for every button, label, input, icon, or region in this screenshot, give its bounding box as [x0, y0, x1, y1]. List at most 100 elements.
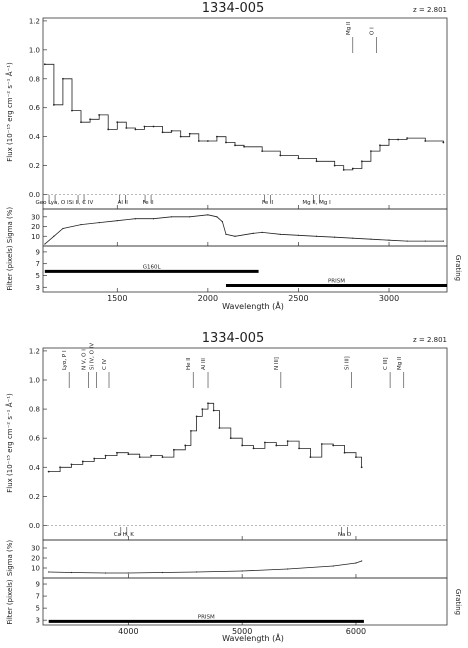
figure-top-filter-ylabel: Filter (pixels) — [6, 245, 14, 291]
chart1-upper-line-label: Lyα, P I — [62, 350, 68, 370]
figure-bottom-filter-ylabel: Filter (pixels) — [6, 579, 14, 625]
chart1-flux-y-tick-label: 1.0 — [29, 377, 40, 385]
chart0-flux-y-tick-label: 0.8 — [29, 75, 40, 83]
chart0-filter-y-tick-label: 5 — [36, 272, 40, 280]
figure-bottom-grating-label: Grating — [454, 589, 462, 615]
chart1-filter-frame — [42, 577, 448, 626]
figure-top-grating-label: Grating — [454, 255, 462, 281]
chart0-sigma-y-tick-label: 10 — [31, 233, 40, 241]
figure-bottom-title: 1334-005 — [202, 331, 265, 346]
chart1-sigma-y-tick-label: 30 — [31, 545, 40, 553]
chart1-upper-line-label: Si III] — [344, 356, 350, 370]
figure-top-title: 1334-005 — [202, 1, 265, 16]
chart1-flux-y-tick-label: 0.8 — [29, 406, 40, 414]
chart0-lower-line-marker — [119, 195, 127, 203]
chart0-sigma-point — [98, 222, 100, 224]
chart0-flux-series — [44, 63, 444, 171]
chart0-lower-line-marker — [313, 195, 320, 203]
chart1-upper-line-label: He II — [186, 357, 192, 370]
chart0-upper-line-label: Mg II — [346, 21, 352, 35]
chart0-flux-frame — [42, 17, 448, 210]
figure-bottom: 1334-005 z = 2.801 Flux (10⁻¹⁵ erg cm⁻² … — [5, 331, 462, 643]
figure-top-redshift: z = 2.801 — [413, 6, 447, 14]
chart0-upper-line-label: O I — [369, 27, 375, 35]
chart1-sigma-point — [287, 568, 289, 570]
chart1-filter-bar-label: PRISM — [198, 614, 215, 620]
chart1-upper-line-label: C III] — [383, 357, 389, 370]
chart1-sigma-point — [332, 565, 334, 567]
chart0-lower-line-marker — [264, 195, 271, 203]
chart1-sigma-y-tick-label: 10 — [31, 565, 40, 573]
chart1-filter-y-tick-label: 5 — [36, 605, 40, 613]
chart1-sigma-point — [355, 562, 357, 564]
chart1-sigma-point — [70, 571, 73, 574]
chart0-sigma-point — [261, 231, 263, 233]
chart0-sigma-point — [442, 240, 444, 242]
chart0-sigma-point — [297, 234, 300, 236]
chart1-sigma-point — [127, 572, 129, 574]
chart1-flux-y-tick-label: 0.0 — [29, 522, 40, 530]
chart0-lower-line-label: Fe II — [262, 200, 274, 206]
chart1-sigma-point — [241, 570, 243, 572]
chart0-sigma-point — [315, 235, 318, 237]
figure-top-sigma-ylabel: Sigma (%) — [6, 207, 14, 244]
chart0-sigma-point — [279, 233, 281, 235]
chart1-filter-y-tick-label: 9 — [36, 581, 40, 589]
chart0-sigma-point — [189, 216, 191, 218]
chart0-filter-y-tick-label: 7 — [36, 260, 40, 268]
chart1-sigma-point — [104, 572, 107, 574]
chart1-sigma-point — [161, 571, 164, 574]
chart0-lower-line-label: Al II — [118, 200, 129, 206]
chart1-flux-y-tick-label: 1.2 — [29, 347, 40, 355]
chart0-lower-line-marker — [48, 195, 56, 203]
figure-top-xlabel: Wavelength (Å) — [222, 300, 284, 311]
chart0-x-tick-label: 2500 — [288, 294, 308, 303]
chart0-filter-y-tick-label: 9 — [36, 248, 40, 256]
chart1-lower-line-label: Ca H, K — [114, 532, 135, 538]
chart0-lower-line-label: Geo Lya, O I — [35, 200, 69, 206]
chart0-sigma-point — [334, 236, 336, 238]
chart0-lower-line-label: Si II, C IV — [69, 200, 94, 206]
chart0-sigma-point — [152, 218, 155, 220]
chart0-sigma-point — [80, 223, 82, 226]
chart1-upper-line-label: Mg II — [397, 356, 403, 370]
chart0-sigma-point — [221, 221, 223, 223]
chart1-upper-line-label: C IV — [102, 359, 108, 370]
chart0-sigma-point — [352, 237, 354, 239]
chart0-x-tick-label: 1500 — [107, 294, 127, 303]
chart0-x-tick-label: 2000 — [198, 294, 218, 303]
chart0-x-tick-label: 3000 — [379, 294, 399, 303]
chart1-lower-line-label: Na D — [338, 532, 351, 538]
chart0-flux-y-tick-label: 0.0 — [29, 191, 40, 199]
chart0-sigma-series — [44, 214, 444, 245]
chart1-x-tick-label: 5000 — [232, 627, 252, 636]
chart0-sigma-point — [134, 218, 136, 220]
chart0-sigma-point — [171, 216, 173, 218]
chart1-x-tick-label: 6000 — [346, 627, 366, 636]
chart0-sigma-y-tick-label: 20 — [31, 223, 40, 231]
chart1-lower-line-marker — [120, 527, 128, 535]
figure-top: 1334-005 z = 2.801 Flux (10⁻¹⁵ erg cm⁻² … — [5, 1, 462, 311]
chart1-upper-line-label: N V, O I — [82, 349, 88, 370]
chart0-sigma-y-tick-label: 30 — [31, 213, 40, 221]
chart0-sigma-point — [53, 235, 55, 237]
chart1-sigma-series — [48, 560, 362, 574]
chart1-filter-y-tick-label: 7 — [36, 593, 40, 601]
chart1-flux-point — [47, 470, 50, 473]
chart1-upper-line-label: N III] — [274, 357, 280, 370]
chart0-sigma-point — [406, 240, 408, 242]
chart0-sigma-point — [44, 243, 46, 245]
chart1-flux-y-tick-label: 0.4 — [29, 464, 41, 472]
chart1-filter-y-tick-label: 3 — [36, 617, 40, 625]
chart0-filter-y-tick-label: 3 — [36, 284, 40, 292]
chart0-filter-bar-label: PRISM — [328, 279, 345, 285]
figure-bottom-redshift: z = 2.801 — [413, 336, 447, 344]
chart0-lower-line-label: Mg II, Mg I — [302, 200, 331, 206]
chart0-sigma-point — [225, 233, 227, 235]
chart1-flux-y-tick-label: 0.6 — [29, 435, 41, 443]
figure-top-flux-ylabel: Flux (10⁻¹⁵ erg cm⁻² s⁻¹ Å⁻¹) — [5, 62, 14, 162]
figure-bottom-xlabel: Wavelength (Å) — [222, 632, 284, 643]
chart0-lower-line-marker — [144, 195, 152, 203]
chart1-sigma-y-tick-label: 20 — [31, 555, 40, 563]
